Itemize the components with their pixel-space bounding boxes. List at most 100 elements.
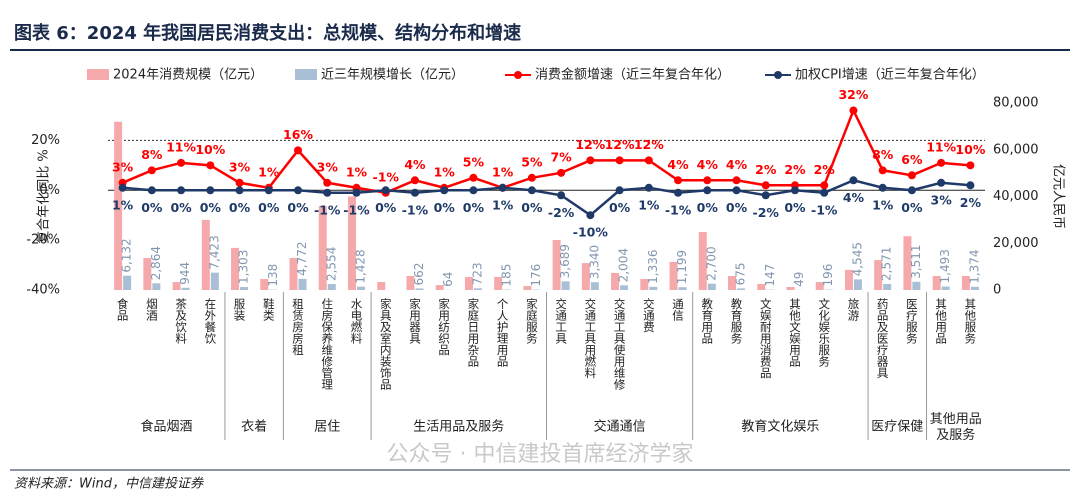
line-value-label: 0%: [375, 200, 397, 215]
line-value-label: 4%: [667, 157, 689, 172]
bar-value-label: 6,132: [120, 238, 134, 272]
y-axis-title: 复合年化同比 %: [37, 149, 52, 244]
line-marker: [323, 178, 332, 187]
bar: [415, 288, 424, 290]
line-value-label: 0%: [170, 200, 192, 215]
line-marker: [849, 176, 858, 185]
line-marker: [790, 186, 799, 195]
bar: [737, 288, 746, 290]
bar: [961, 275, 970, 290]
line-value-label: 1%: [434, 164, 456, 179]
line-marker: [206, 186, 215, 195]
bar: [640, 279, 649, 290]
line-marker: [177, 158, 186, 167]
line-value-label: 12%: [634, 137, 664, 152]
bar-value-label: 4,772: [295, 241, 309, 275]
bar-value-label: 723: [470, 262, 484, 285]
x-tick-label: 文娱耐用消费品: [759, 297, 773, 378]
bar-value-label: 2,004: [617, 248, 631, 282]
bar-value-label: 64: [441, 272, 455, 287]
legend-label: 2024年消费规模（亿元）: [113, 68, 263, 83]
bar-value-label: 1,374: [967, 249, 981, 283]
line-marker: [557, 168, 566, 177]
line-value-label: -1%: [665, 202, 692, 217]
group-label: 教育文化娱乐: [741, 419, 819, 435]
bar-value-label: 662: [412, 263, 426, 286]
bar-value-label: 49: [792, 272, 806, 287]
x-tick-label: 住房保养维修管理: [320, 297, 334, 390]
bar: [114, 121, 123, 290]
y2-tick-label: 40,000: [993, 189, 1039, 204]
x-tick-label: 水电燃料: [349, 298, 363, 345]
bar-value-label: 176: [529, 264, 543, 287]
bar: [903, 236, 912, 290]
line-value-label: 3%: [112, 159, 134, 174]
bar: [649, 286, 658, 290]
chart-title: 图表 6：2024 年我国居民消费支出：总规模、结构分布和增速: [14, 22, 521, 44]
line-value-label: 16%: [283, 127, 313, 142]
bar-value-label: 3,511: [909, 244, 923, 278]
bar: [435, 285, 444, 290]
x-tick-label: 交通工具: [554, 297, 568, 344]
bar: [941, 286, 950, 290]
x-tick-label: 家庭服务: [525, 297, 539, 344]
bar-value-label: 196: [821, 264, 835, 287]
line-value-label: 2%: [784, 162, 806, 177]
line-marker: [615, 156, 624, 165]
line-marker: [294, 146, 303, 155]
bar: [620, 285, 629, 290]
line-value-label: 3%: [317, 159, 339, 174]
bar: [728, 275, 737, 290]
line: [122, 107, 971, 195]
line-marker: [878, 166, 887, 175]
bar: [757, 283, 766, 290]
line-marker: [206, 161, 215, 170]
line-value-label: 11%: [926, 139, 956, 154]
x-tick-label: 交通工具用燃料: [583, 297, 597, 379]
x-tick-label: 家庭日用杂品: [466, 297, 480, 367]
bar: [970, 286, 979, 290]
line-marker: [527, 186, 536, 195]
bar: [231, 247, 240, 290]
bar: [494, 276, 503, 290]
bar: [698, 232, 707, 290]
bar: [318, 205, 327, 290]
line-value-label: 0%: [609, 200, 631, 215]
line-value-label: 3%: [931, 192, 953, 207]
line-value-label: -2%: [548, 205, 575, 220]
y-tick-label: -40%: [26, 283, 60, 298]
line-value-label: 2%: [960, 195, 982, 210]
bar: [815, 282, 824, 290]
y2-tick-label: 20,000: [993, 236, 1039, 251]
line-value-label: -1%: [373, 169, 400, 184]
bar: [377, 282, 386, 290]
line-value-label: 4%: [726, 157, 748, 172]
line-value-label: 12%: [575, 137, 605, 152]
bar: [406, 275, 415, 290]
y2-tick-label: 0: [993, 283, 1001, 298]
line-marker: [323, 188, 332, 197]
line-value-label: 2%: [814, 162, 836, 177]
legend-label: 消费金额增速（近三年复合年化）: [535, 67, 730, 83]
group-label: 交通通信: [594, 419, 646, 435]
line-marker: [761, 191, 770, 200]
x-tick-label: 服装: [233, 298, 247, 322]
bar: [172, 282, 181, 290]
bar: [143, 257, 152, 290]
bar: [552, 239, 561, 290]
line-value-label: -1%: [811, 202, 838, 217]
line-value-label: 4%: [404, 157, 426, 172]
y-tick-label: 20%: [31, 133, 60, 148]
group-label: 其他用品及服务: [930, 412, 982, 443]
legend-marker: [514, 71, 522, 79]
legend-label: 加权CPI增速（近三年复合年化）: [795, 67, 985, 83]
line-marker: [557, 191, 566, 200]
line-marker: [264, 186, 273, 195]
line-marker: [937, 158, 946, 167]
bar: [932, 275, 941, 290]
watermark: 公众号 · 中信建投首席经济学家: [387, 442, 694, 467]
line-value-label: 5%: [463, 154, 485, 169]
line-marker: [674, 176, 683, 185]
line-marker: [410, 188, 419, 197]
line-marker: [966, 161, 975, 170]
